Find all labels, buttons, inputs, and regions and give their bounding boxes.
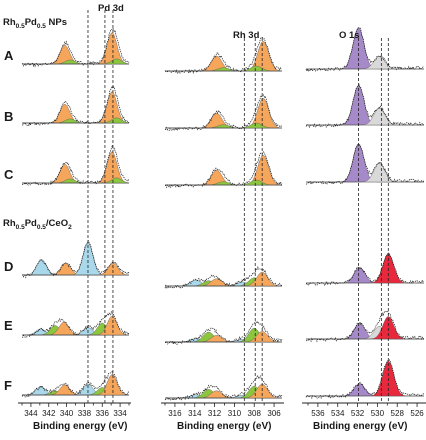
- row-label-b: B: [4, 109, 14, 124]
- envelope-b: [305, 83, 425, 129]
- envelope-c: [21, 144, 130, 186]
- spectrum-row-d: [164, 266, 283, 289]
- spectrum-row-d: [21, 240, 130, 279]
- envelope-f: [21, 371, 130, 398]
- peak-purple-0: [306, 383, 424, 397]
- spectrum-row-a: [305, 27, 425, 73]
- envelope-b: [164, 94, 283, 132]
- spectrum-row-c: [21, 144, 130, 186]
- envelope-d: [305, 252, 425, 287]
- peak-green-3: [22, 177, 130, 184]
- peak-red-1: [306, 253, 424, 284]
- spectrum-row-e: [21, 310, 130, 338]
- spectrum-row-b: [22, 85, 130, 127]
- x-tick-label: 314: [188, 409, 202, 418]
- peak-green-3: [22, 117, 130, 124]
- x-tick-label: 526: [410, 409, 424, 418]
- panel-title-rh: Rh 3d: [233, 30, 260, 41]
- spectrum-row-a: [164, 36, 283, 75]
- row-label-d: D: [4, 259, 14, 274]
- x-tick-label: 306: [267, 409, 281, 418]
- envelope-a: [164, 36, 282, 75]
- peak-orange-3: [22, 262, 130, 276]
- x-tick-label: 532: [351, 409, 365, 418]
- spectrum-row-a: [21, 27, 130, 68]
- peak-red-2: [306, 316, 424, 340]
- peak-purple-0: [306, 267, 424, 284]
- x-tick-label: 336: [96, 409, 110, 418]
- peak-purple-0: [306, 323, 424, 340]
- peak-red-1: [306, 360, 424, 397]
- peak-gray-1: [306, 162, 424, 183]
- envelope-a: [305, 27, 425, 73]
- peak-green-3: [165, 179, 282, 186]
- x-axis-label-pd: Binding energy (eV): [33, 421, 128, 432]
- x-tick-label: 338: [78, 409, 92, 418]
- envelope-e: [164, 320, 283, 346]
- x-tick-label: 536: [311, 409, 325, 418]
- peak-green-3: [165, 65, 282, 72]
- spectrum-row-f: [305, 359, 425, 400]
- peak-orange-5: [22, 374, 130, 396]
- x-axis-label-o: Binding energy (eV): [313, 421, 408, 432]
- x-tick-label: 312: [208, 409, 222, 418]
- spectrum-row-e: [305, 310, 425, 343]
- envelope-d: [21, 240, 130, 279]
- row-label-c: C: [4, 167, 14, 182]
- x-tick-label: 316: [168, 409, 182, 418]
- row-label-a: A: [4, 48, 14, 63]
- envelope-e: [21, 310, 130, 338]
- envelope-f: [305, 359, 425, 400]
- spectrum-row-f: [21, 371, 130, 398]
- panel-1: 316 314 312 310 308 306: [161, 36, 284, 418]
- x-tick-label: 342: [42, 409, 56, 418]
- panel-title-pd: Pd 3d: [98, 3, 124, 14]
- peak-green-3: [22, 58, 130, 65]
- x-tick-label: 344: [24, 409, 38, 418]
- envelope-e: [305, 310, 425, 343]
- envelope-b: [22, 85, 130, 127]
- x-tick-label: 340: [60, 409, 74, 418]
- group-label-nps: Rh0.5Pd0.5 NPs: [3, 17, 68, 30]
- spectrum-row-b: [305, 83, 425, 129]
- spectrum-row-c: [165, 151, 283, 189]
- peak-gray-1: [306, 56, 424, 70]
- x-tick-label: 308: [248, 409, 262, 418]
- panel-title-o: O 1s: [339, 30, 360, 41]
- row-label-e: E: [4, 318, 13, 333]
- spectrum-row-f: [164, 375, 283, 401]
- x-tick-label: 530: [371, 409, 385, 418]
- envelope-f: [164, 375, 283, 401]
- envelope-c: [305, 143, 425, 185]
- x-tick-label: 334: [113, 409, 127, 418]
- x-tick-label: 528: [391, 409, 405, 418]
- panel-0: 344 342 340 338 336 334: [18, 10, 131, 418]
- spectrum-row-c: [305, 143, 425, 185]
- spectrum-row-b: [164, 94, 283, 132]
- peak-orange-5: [22, 316, 130, 336]
- x-tick-label: 310: [228, 409, 242, 418]
- row-label-f: F: [4, 378, 12, 393]
- panel-2: 536 534 532 530 528 526: [302, 27, 426, 418]
- x-tick-label: 534: [331, 409, 345, 418]
- peak-orange-5: [165, 272, 282, 287]
- envelope-a: [21, 27, 130, 68]
- x-axis-label-rh: Binding energy (eV): [177, 421, 272, 432]
- spectrum-row-d: [305, 252, 425, 287]
- peak-purple-0: [306, 143, 424, 183]
- spectrum-row-e: [164, 320, 283, 346]
- group-label-ceo2: Rh0.5Pd0.5/CeO2: [3, 218, 72, 231]
